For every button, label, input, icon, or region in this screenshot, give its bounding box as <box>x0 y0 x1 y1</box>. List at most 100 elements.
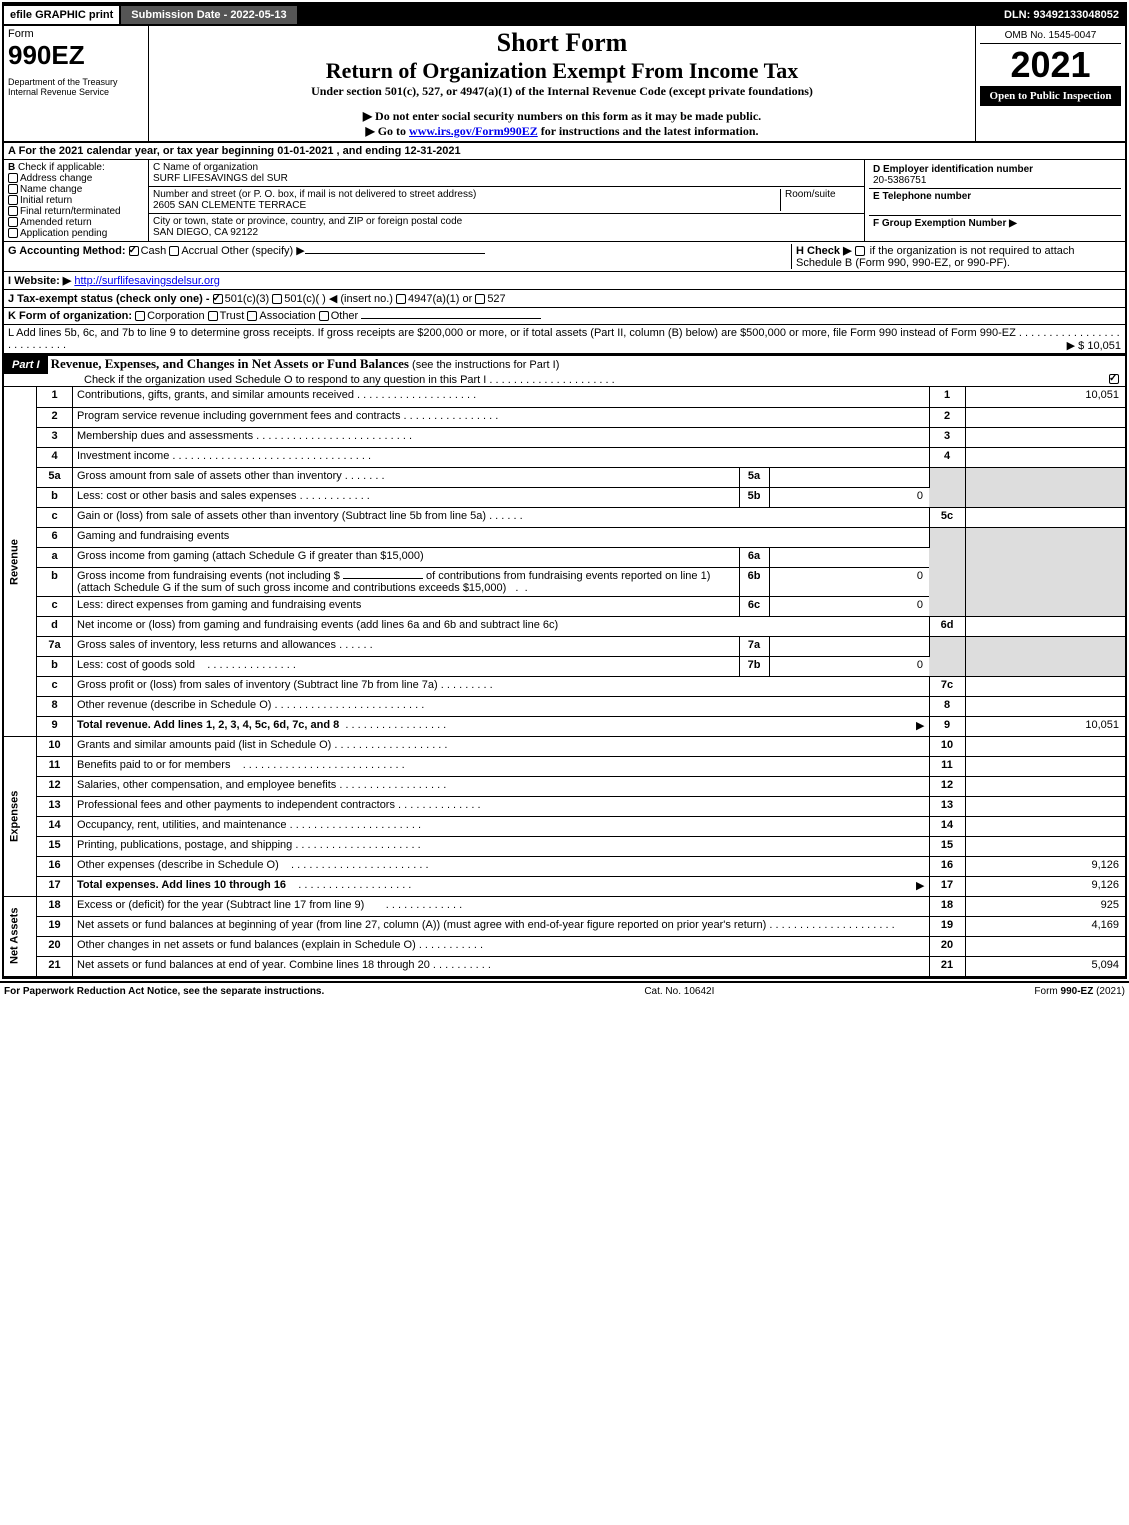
chk-accrual[interactable] <box>169 246 179 256</box>
line-12-desc: Salaries, other compensation, and employ… <box>77 779 336 791</box>
website-link[interactable]: http://surflifesavingsdelsur.org <box>74 275 220 287</box>
line-6-shade-amt <box>965 527 1125 616</box>
line-16-desc: Other expenses (describe in Schedule O) <box>77 859 279 871</box>
chk-4947[interactable] <box>396 294 406 304</box>
chk-initial-return[interactable] <box>8 195 18 205</box>
line-1-amt: 10,051 <box>965 387 1125 407</box>
opt-application-pending: Application pending <box>20 228 107 239</box>
line-11-box: 11 <box>929 756 965 776</box>
goto-prefix: ▶ Go to <box>365 124 409 138</box>
line-16-box: 16 <box>929 856 965 876</box>
title-short-form: Short Form <box>155 28 969 58</box>
line-9-arrow: ▶ <box>916 719 924 732</box>
chk-trust[interactable] <box>208 311 218 321</box>
org-name: SURF LIFESAVINGS del SUR <box>153 173 288 184</box>
goto-line: ▶ Go to www.irs.gov/Form990EZ for instru… <box>155 124 969 139</box>
line-18-amt: 925 <box>965 896 1125 916</box>
e-label: E Telephone number <box>873 191 971 202</box>
chk-address-change[interactable] <box>8 173 18 183</box>
line-4-num: 4 <box>37 447 73 467</box>
ein-value: 20-5386751 <box>873 175 926 186</box>
title-return: Return of Organization Exempt From Incom… <box>155 58 969 84</box>
line-6b-blank[interactable] <box>343 578 423 579</box>
chk-schedule-o[interactable] <box>1109 374 1119 384</box>
line-5a-subamt <box>769 467 929 487</box>
vlabel-expenses: Expenses <box>4 736 37 896</box>
b-label: Check if applicable: <box>18 162 105 173</box>
chk-final-return[interactable] <box>8 206 18 216</box>
line-5b-desc: Less: cost or other basis and sales expe… <box>77 490 297 502</box>
col-d-e-f: D Employer identification number 20-5386… <box>865 160 1125 241</box>
chk-501c3[interactable] <box>213 294 223 304</box>
g-label: G Accounting Method: <box>8 245 126 257</box>
line-3-num: 3 <box>37 427 73 447</box>
chk-h[interactable] <box>855 246 865 256</box>
k-other-input[interactable] <box>361 318 541 319</box>
line-19-desc: Net assets or fund balances at beginning… <box>77 919 766 931</box>
j-501c3: 501(c)(3) <box>225 293 270 305</box>
row-j: J Tax-exempt status (check only one) - 5… <box>4 290 1125 308</box>
line-1-desc: Contributions, gifts, grants, and simila… <box>77 389 354 401</box>
chk-cash[interactable] <box>129 246 139 256</box>
chk-corp[interactable] <box>135 311 145 321</box>
line-5b-num: b <box>37 487 73 507</box>
line-8-num: 8 <box>37 696 73 716</box>
line-9-desc: Total revenue. Add lines 1, 2, 3, 4, 5c,… <box>77 719 339 731</box>
form-header: Form 990EZ Department of the Treasury In… <box>4 26 1125 143</box>
line-11-amt <box>965 756 1125 776</box>
chk-name-change[interactable] <box>8 184 18 194</box>
line-7a-num: 7a <box>37 636 73 656</box>
form-word: Form <box>8 28 144 40</box>
line-12-box: 12 <box>929 776 965 796</box>
page-footer: For Paperwork Reduction Act Notice, see … <box>0 981 1129 1000</box>
line-20-desc: Other changes in net assets or fund bala… <box>77 939 416 951</box>
goto-link[interactable]: www.irs.gov/Form990EZ <box>409 124 538 138</box>
line-10-num: 10 <box>37 736 73 756</box>
line-13-box: 13 <box>929 796 965 816</box>
line-5c-amt <box>965 507 1125 527</box>
f-label: F Group Exemption Number ▶ <box>873 218 1017 229</box>
line-6d-desc: Net income or (loss) from gaming and fun… <box>73 616 930 636</box>
g-other: Other (specify) ▶ <box>221 245 305 257</box>
chk-amended-return[interactable] <box>8 217 18 227</box>
line-5b-subamt: 0 <box>769 487 929 507</box>
line-20-box: 20 <box>929 936 965 956</box>
part-1-paren: (see the instructions for Part I) <box>412 359 559 371</box>
j-4947: 4947(a)(1) or <box>408 293 472 305</box>
line-6d-num: d <box>37 616 73 636</box>
chk-other-org[interactable] <box>319 311 329 321</box>
line-6d-amt <box>965 616 1125 636</box>
topbar: efile GRAPHIC print Submission Date - 20… <box>4 4 1125 26</box>
chk-527[interactable] <box>475 294 485 304</box>
chk-assoc[interactable] <box>247 311 257 321</box>
chk-application-pending[interactable] <box>8 228 18 238</box>
line-5a-num: 5a <box>37 467 73 487</box>
line-6b-num: b <box>37 567 73 596</box>
line-15-num: 15 <box>37 836 73 856</box>
efile-print-label[interactable]: efile GRAPHIC print <box>4 6 121 24</box>
line-6c-desc: Less: direct expenses from gaming and fu… <box>73 596 740 616</box>
line-21-num: 21 <box>37 956 73 976</box>
form-number: 990EZ <box>8 40 144 71</box>
g-other-input[interactable] <box>305 253 485 254</box>
line-6b-subamt: 0 <box>769 567 929 596</box>
dln: DLN: 93492133048052 <box>998 6 1125 24</box>
line-13-amt <box>965 796 1125 816</box>
line-3-amt <box>965 427 1125 447</box>
line-5c-num: c <box>37 507 73 527</box>
omb-number: OMB No. 1545-0047 <box>980 28 1121 44</box>
line-5b-subbox: 5b <box>739 487 769 507</box>
line-18-num: 18 <box>37 896 73 916</box>
line-2-num: 2 <box>37 407 73 427</box>
g-cash: Cash <box>141 245 167 257</box>
part-1-check-text: Check if the organization used Schedule … <box>4 374 486 386</box>
line-7c-num: c <box>37 676 73 696</box>
l-amount: ▶ $ 10,051 <box>1067 339 1121 352</box>
chk-501c[interactable] <box>272 294 282 304</box>
org-city: SAN DIEGO, CA 92122 <box>153 227 258 238</box>
line-8-desc: Other revenue (describe in Schedule O) <box>77 699 271 711</box>
vlabel-revenue: Revenue <box>4 387 37 736</box>
line-17-box: 17 <box>929 876 965 896</box>
line-15-desc: Printing, publications, postage, and shi… <box>77 839 292 851</box>
line-8-amt <box>965 696 1125 716</box>
